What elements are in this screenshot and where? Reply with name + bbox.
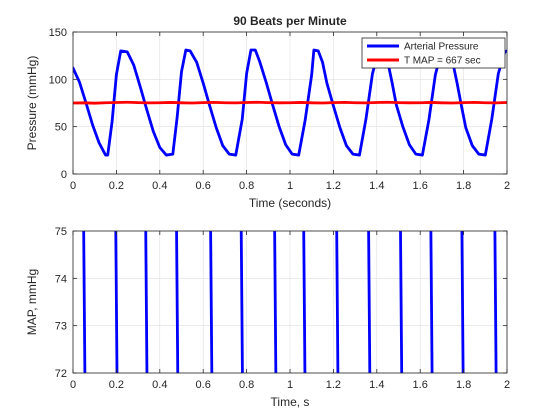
map-crossing-line xyxy=(369,231,370,373)
bottom-x-tick-label: 0.2 xyxy=(109,379,124,391)
bottom-x-tick-label: 1.8 xyxy=(456,379,471,391)
top-y-tick-label: 0 xyxy=(61,169,67,181)
map-crossing-line xyxy=(84,231,85,373)
top-x-tick-label: 0.8 xyxy=(239,180,254,192)
map-crossing-line xyxy=(146,231,147,373)
map-crossing-line xyxy=(431,231,432,373)
top-x-tick-label: 1.2 xyxy=(326,180,341,192)
top-x-tick-label: 0.6 xyxy=(196,180,211,192)
bottom-x-tick-label: 0 xyxy=(70,379,76,391)
map-crossing-line xyxy=(275,231,276,373)
bottom-x-tick-label: 1.4 xyxy=(369,379,384,391)
map-crossing-line xyxy=(177,231,178,373)
bottom-x-tick-label: 1 xyxy=(287,379,293,391)
map-crossing-line xyxy=(495,231,496,373)
top-x-tick-label: 0 xyxy=(70,180,76,192)
map-crossing-line xyxy=(116,231,117,373)
map-crossing-line xyxy=(337,231,338,373)
bottom-x-tick-label: 0.8 xyxy=(239,379,254,391)
top-x-tick-label: 1.4 xyxy=(369,180,384,192)
bottom-x-tick-label: 2 xyxy=(504,379,510,391)
top-x-axis-label: Time (seconds) xyxy=(249,196,331,210)
bottom-x-tick-label: 0.6 xyxy=(196,379,211,391)
map-crossing-line xyxy=(304,231,305,373)
bottom-y-tick-label: 75 xyxy=(55,226,67,238)
legend: Arterial Pressure T MAP = 667 sec xyxy=(362,38,505,68)
bottom-x-axis-label: Time, s xyxy=(271,395,310,409)
top-y-tick-label: 50 xyxy=(55,122,67,134)
top-x-tick-label: 1.6 xyxy=(413,180,428,192)
top-x-tick-label: 1 xyxy=(287,180,293,192)
top-y-tick-label: 150 xyxy=(49,27,67,39)
top-y-tick-label: 100 xyxy=(49,74,67,86)
bottom-x-tick-label: 1.6 xyxy=(413,379,428,391)
top-y-axis-label: Pressure (mmHg) xyxy=(25,56,39,151)
top-chart-title: 90 Beats per Minute xyxy=(233,14,347,28)
map-crossing-line xyxy=(241,231,242,373)
series-t-map-line xyxy=(73,102,507,103)
bottom-y-tick-label: 74 xyxy=(55,273,67,285)
map-crossing-line xyxy=(211,231,212,373)
bottom-y-tick-label: 73 xyxy=(55,321,67,333)
top-x-tick-label: 2 xyxy=(504,180,510,192)
legend-label-arterial-pressure: Arterial Pressure xyxy=(404,42,479,53)
top-x-tick-label: 0.4 xyxy=(152,180,167,192)
bottom-x-tick-label: 1.2 xyxy=(326,379,341,391)
top-x-tick-label: 0.2 xyxy=(109,180,124,192)
bottom-y-axis-label: MAP, mmHg xyxy=(25,269,39,335)
legend-label-t-map: T MAP = 667 sec xyxy=(404,56,481,67)
bottom-y-tick-label: 72 xyxy=(55,368,67,380)
bottom-x-tick-label: 0.4 xyxy=(152,379,167,391)
map-crossing-line xyxy=(401,231,402,373)
top-x-tick-label: 1.8 xyxy=(456,180,471,192)
map-crossing-line xyxy=(462,231,463,373)
